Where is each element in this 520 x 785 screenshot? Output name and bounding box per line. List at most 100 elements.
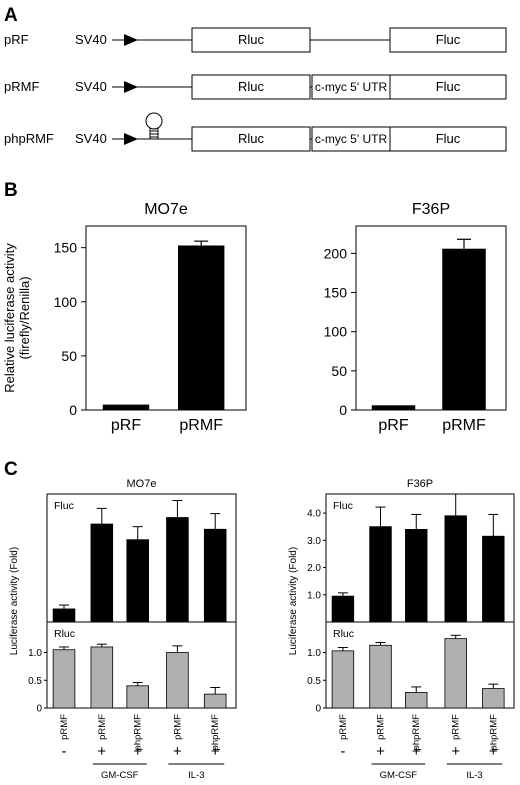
fluc-label: Fluc	[436, 79, 461, 94]
promoter-label: SV40	[75, 79, 107, 94]
y-tick-label: 0	[36, 704, 42, 715]
construct-prf: pRF SV40 Rluc Fluc	[4, 27, 507, 53]
y-tick-label: 0	[315, 704, 321, 715]
panel-a-letter: A	[4, 5, 18, 26]
utr-box	[311, 126, 391, 152]
treatment-sign: +	[97, 743, 106, 760]
bar	[166, 517, 189, 623]
category-label: pRMF	[179, 417, 223, 434]
rluc-label: Rluc	[238, 32, 265, 47]
group-label: IL-3	[188, 770, 204, 781]
bar	[126, 685, 149, 709]
bar	[442, 248, 486, 410]
rluc-label: Rluc	[238, 131, 265, 146]
bar	[203, 693, 227, 709]
bar	[444, 638, 467, 709]
treatment-sign: -	[340, 743, 345, 760]
y-tick-label: 0.5	[28, 676, 42, 687]
bar	[371, 405, 416, 410]
y-tick-label: 150	[54, 240, 78, 256]
inset-label: Rluc	[333, 628, 354, 640]
y-tick-label: 50	[331, 363, 347, 379]
group-label: GM-CSF	[101, 770, 139, 781]
construct-name: phpRMF	[4, 131, 54, 146]
construct-prmf: pRMF SV40 Rluc c-myc 5' UTR Fluc	[4, 74, 507, 100]
fluc-box	[389, 126, 507, 152]
category-label: pRMF	[451, 714, 462, 740]
fluc-label: Fluc	[436, 131, 461, 146]
y-tick-label: 4.0	[307, 509, 321, 520]
utr-label: c-myc 5' UTR	[315, 132, 388, 146]
chart-title: MO7e	[127, 478, 157, 490]
category-label: pRMF	[97, 714, 108, 740]
y-tick-label: 100	[324, 324, 348, 340]
chart-c-f36p: F36P Fluc 1.0 2.0 3.0 4.0 Rluc 0 0.5 1.0 pRMF - pRMF…	[288, 478, 515, 781]
rluc-box	[191, 74, 311, 100]
category-label: pRMF	[442, 417, 486, 434]
category-label: pRMF	[376, 714, 387, 740]
fluc-box	[389, 74, 507, 100]
y-axis-label: Luciferase activity (Fold)	[9, 547, 20, 655]
category-label: pRMF	[59, 714, 70, 740]
y-tick-label: 0.5	[307, 676, 321, 687]
treatment-sign: +	[489, 743, 498, 760]
bar	[482, 688, 505, 709]
y-axis-label: Luciferase activity (Fold)	[288, 547, 299, 655]
bar	[405, 529, 428, 623]
bar	[203, 528, 227, 623]
y-tick-label: 200	[324, 245, 348, 261]
chart-title: F36P	[412, 201, 450, 218]
category-label: phpRMF	[133, 714, 144, 751]
bar	[166, 652, 189, 709]
treatment-sign: +	[173, 743, 182, 760]
promoter-arrow-icon	[124, 81, 138, 93]
inset-label: Fluc	[54, 500, 74, 512]
panel-b-letter: B	[4, 180, 18, 201]
y-axis-label: (firefly/Renilla)	[17, 276, 32, 359]
bar	[331, 595, 355, 623]
chart-b-f36p: F36P 0 50 100 150 200 pRF pRMF	[324, 201, 507, 434]
category-label: phpRMF	[210, 714, 221, 751]
treatment-sign: +	[376, 743, 385, 760]
plot-frame	[355, 225, 507, 411]
category-label: pRMF	[338, 714, 349, 740]
y-tick-label: 100	[54, 294, 78, 310]
panel-c-letter: C	[4, 459, 18, 480]
bar	[90, 523, 114, 623]
promoter-label: SV40	[75, 131, 107, 146]
bar	[369, 526, 392, 623]
group-label: GM-CSF	[380, 770, 418, 781]
treatment-sign: -	[62, 743, 67, 760]
chart-title: F36P	[407, 478, 433, 490]
rluc-label: Rluc	[238, 79, 265, 94]
y-tick-label: 3.0	[307, 536, 321, 547]
bar	[405, 692, 428, 709]
y-axis-label: Relative luciferase activity	[2, 243, 17, 393]
treatment-sign: +	[412, 743, 421, 760]
group-label: IL-3	[466, 770, 482, 781]
rluc-box	[191, 126, 311, 152]
chart-title: MO7e	[144, 201, 188, 218]
bar	[126, 539, 149, 623]
chart-b-mo7e: MO7e 0 50 100 150 pRF pRMF Relative luciferase …	[2, 201, 247, 434]
bar	[102, 404, 150, 410]
treatment-sign: +	[451, 743, 460, 760]
inset-label: Fluc	[333, 500, 353, 512]
utr-box	[311, 74, 391, 100]
treatment-sign: +	[211, 743, 220, 760]
y-tick-label: 50	[61, 348, 77, 364]
category-label: pRMF	[172, 714, 183, 740]
fluc-label: Fluc	[436, 32, 461, 47]
y-tick-label: 2.0	[307, 563, 321, 574]
y-tick-label: 0	[69, 402, 77, 418]
promoter-arrow-icon	[124, 133, 138, 145]
category-label: phpRMF	[411, 714, 422, 751]
y-tick-label: 150	[324, 285, 348, 301]
bar	[178, 245, 225, 410]
construct-phprmf: phpRMF SV40 Rluc c-myc 5' UTR Fluc	[4, 112, 507, 152]
category-label: pRF	[378, 417, 408, 434]
category-label: pRF	[111, 417, 141, 434]
promoter-label: SV40	[75, 32, 107, 47]
treatment-sign: +	[133, 743, 142, 760]
